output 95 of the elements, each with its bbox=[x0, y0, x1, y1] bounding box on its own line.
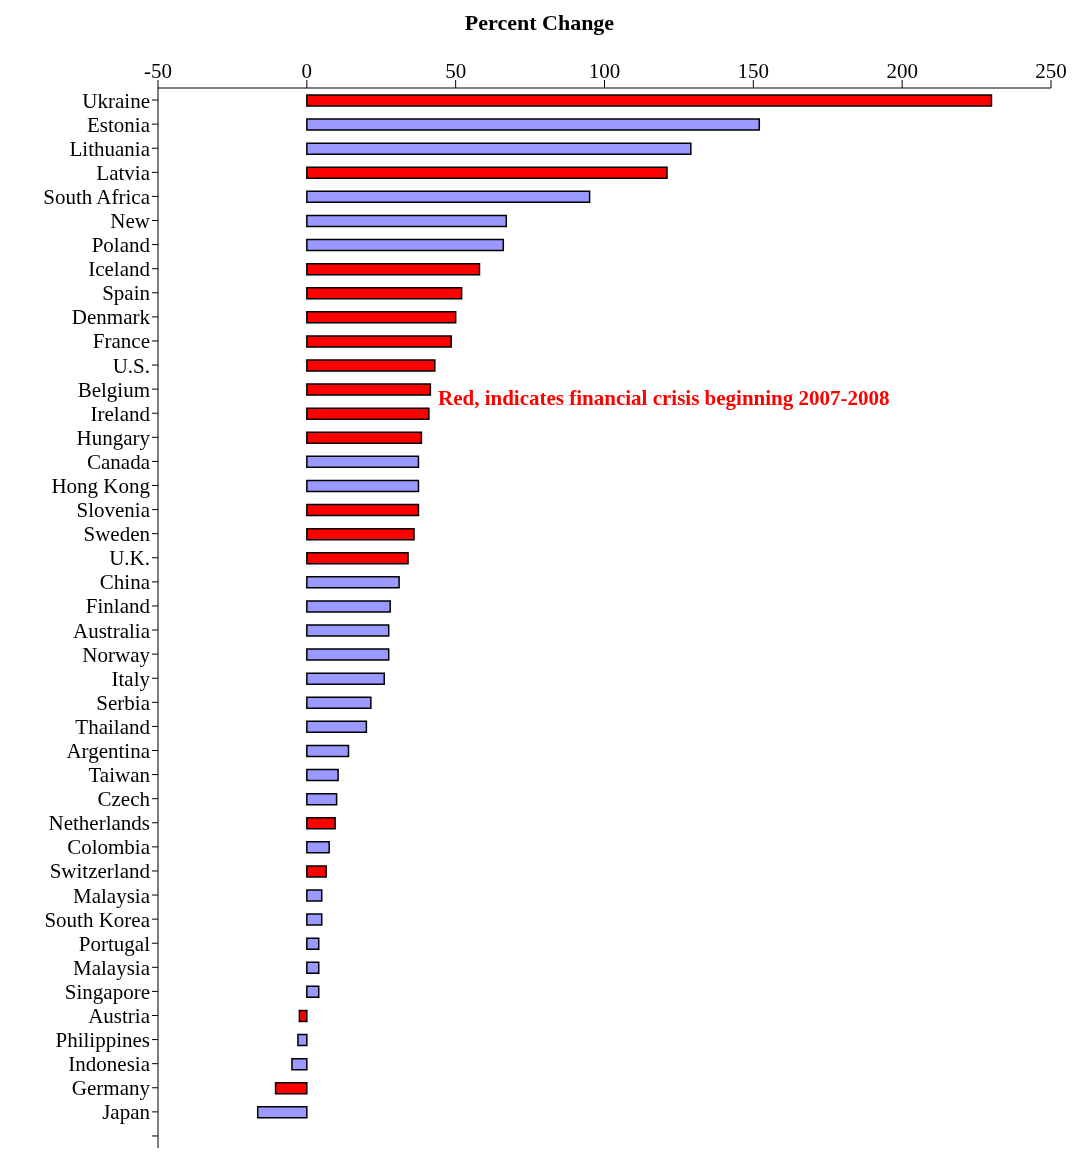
y-tick-label: Italy bbox=[111, 666, 151, 691]
y-tick-label: Austria bbox=[88, 1003, 151, 1028]
bar bbox=[306, 865, 327, 878]
y-tick-label: Latvia bbox=[96, 160, 151, 185]
y-tick-label: Germany bbox=[71, 1076, 151, 1101]
y-tick-label: Portugal bbox=[78, 931, 151, 956]
bar bbox=[306, 889, 323, 902]
y-tick-label: South Korea bbox=[44, 907, 151, 932]
y-tick-label: Denmark bbox=[71, 305, 151, 330]
y-tick-label: Netherlands bbox=[48, 811, 150, 836]
bar bbox=[306, 720, 368, 734]
bar bbox=[256, 1106, 308, 1119]
y-tick-label: Ukraine bbox=[82, 88, 150, 113]
y-tick-label: Indonesia bbox=[68, 1052, 151, 1077]
y-tick-label: Argentina bbox=[66, 738, 151, 763]
bar bbox=[306, 937, 320, 950]
bar bbox=[306, 166, 668, 180]
x-tick-label: 250 bbox=[1035, 59, 1067, 83]
bar bbox=[306, 744, 350, 758]
y-tick-label: New bbox=[110, 208, 151, 233]
y-tick-label: Colombia bbox=[67, 835, 151, 860]
y-tick-label: Serbia bbox=[96, 690, 151, 715]
bar bbox=[306, 479, 420, 493]
bar bbox=[306, 600, 391, 613]
bar bbox=[306, 407, 430, 420]
y-tick-label: Iceland bbox=[88, 257, 151, 282]
y-tick-label: Lithuania bbox=[69, 136, 151, 161]
y-tick-label: Taiwan bbox=[88, 763, 151, 788]
bar bbox=[298, 1009, 308, 1023]
y-tick-label: Hungary bbox=[76, 425, 151, 450]
bar bbox=[306, 118, 761, 131]
bar bbox=[306, 431, 423, 445]
bar bbox=[306, 262, 481, 276]
y-tick-label: Slovenia bbox=[76, 498, 151, 523]
bar bbox=[306, 985, 320, 999]
bar bbox=[306, 624, 390, 637]
bar bbox=[306, 94, 993, 107]
y-tick-label: Philippines bbox=[55, 1028, 150, 1053]
y-tick-label: Spain bbox=[102, 281, 151, 306]
bar bbox=[306, 841, 330, 854]
bar bbox=[306, 961, 320, 975]
y-tick-label: Ireland bbox=[90, 401, 151, 426]
annotation: Red, indicates financial crisis beginning 2007-2008 bbox=[438, 386, 890, 411]
y-tick-label: China bbox=[99, 570, 151, 595]
bar bbox=[297, 1033, 308, 1047]
bar bbox=[306, 311, 457, 324]
y-tick-label: Malaysia bbox=[73, 883, 151, 908]
bar bbox=[306, 576, 400, 589]
bar bbox=[306, 672, 385, 685]
bar bbox=[306, 816, 336, 830]
x-tick-label: -50 bbox=[144, 59, 172, 83]
y-tick-label: France bbox=[92, 329, 150, 354]
x-tick-label: 0 bbox=[301, 59, 313, 83]
bar bbox=[306, 768, 339, 782]
bar bbox=[306, 696, 372, 710]
x-tick-label: 150 bbox=[737, 59, 770, 83]
y-tick-label: Malaysia bbox=[73, 955, 151, 980]
bar bbox=[306, 238, 505, 252]
x-tick-label: 100 bbox=[588, 59, 621, 83]
bar bbox=[306, 142, 692, 155]
y-tick-label: Belgium bbox=[77, 377, 150, 402]
y-tick-label: Finland bbox=[85, 594, 151, 619]
y-tick-label: Switzerland bbox=[49, 859, 151, 884]
y-tick-label: Singapore bbox=[64, 979, 150, 1004]
x-axis-title: Percent Change bbox=[463, 10, 616, 36]
y-tick-label: U.K. bbox=[109, 546, 150, 571]
y-tick-label: Canada bbox=[87, 449, 151, 474]
bar bbox=[274, 1081, 308, 1095]
y-tick-label: Norway bbox=[82, 642, 151, 667]
y-tick-label: Czech bbox=[97, 787, 151, 812]
x-tick-label: 200 bbox=[886, 59, 918, 83]
bar bbox=[306, 551, 409, 565]
bar bbox=[306, 913, 323, 926]
y-tick-label: South Africa bbox=[43, 184, 151, 209]
y-tick-label: Australia bbox=[73, 618, 151, 643]
bar bbox=[306, 359, 436, 372]
bar bbox=[306, 383, 432, 396]
y-tick-label: Estonia bbox=[87, 112, 151, 137]
y-tick-label: U.S. bbox=[112, 353, 150, 378]
bar bbox=[306, 527, 415, 541]
bar bbox=[306, 503, 420, 517]
bar bbox=[291, 1057, 308, 1071]
x-tick-label: 50 bbox=[445, 59, 467, 83]
bar bbox=[306, 648, 390, 661]
bar bbox=[306, 792, 338, 806]
y-tick-label: Hong Kong bbox=[51, 473, 151, 498]
bar bbox=[306, 455, 420, 469]
y-tick-label: Thailand bbox=[75, 714, 151, 739]
y-tick-label: Japan bbox=[102, 1100, 151, 1125]
bar bbox=[306, 286, 463, 300]
bar bbox=[306, 190, 591, 204]
y-tick-label: Sweden bbox=[83, 522, 151, 547]
y-tick-label: Poland bbox=[91, 233, 151, 258]
bar bbox=[306, 214, 508, 228]
bar bbox=[306, 335, 452, 348]
